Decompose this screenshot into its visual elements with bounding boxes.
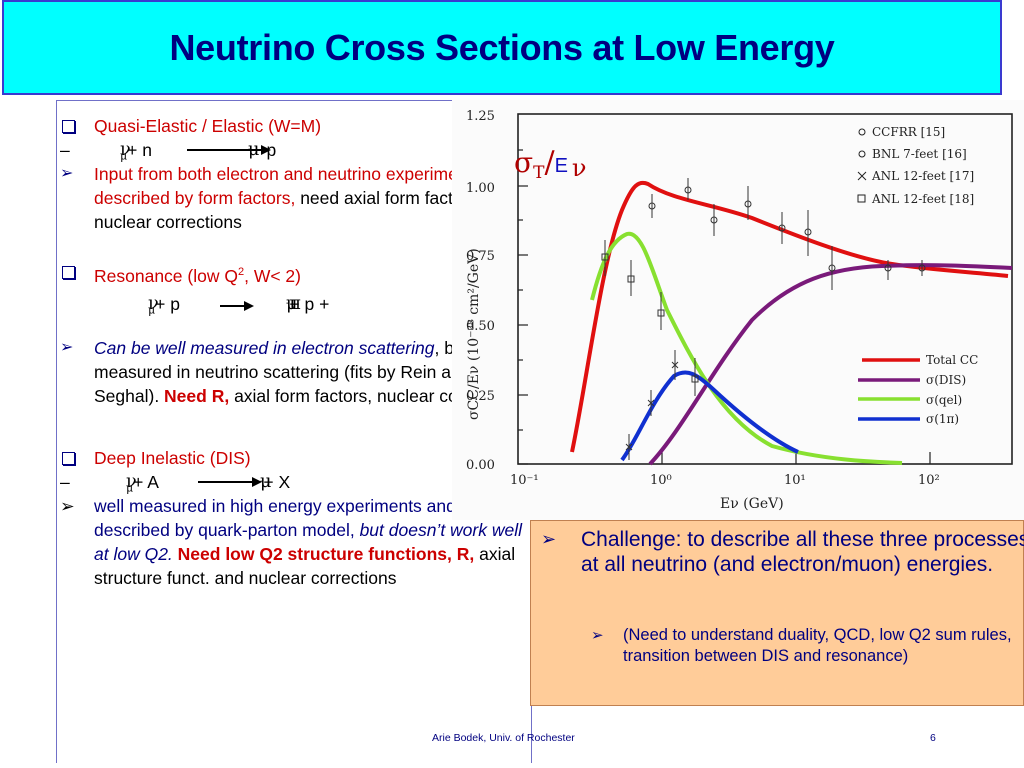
title-box: Neutrino Cross Sections at Low Energy: [2, 0, 1002, 95]
square-bullet-icon: [60, 446, 90, 471]
curve-legend-entry: σ(1π): [926, 412, 959, 426]
y-tick-label: 0.75: [466, 249, 495, 264]
reaction-arrow-icon: [220, 300, 254, 311]
dis-text-row: ➢ well measured in high energy experimen…: [60, 495, 523, 588]
qe-text-red: Input from both electron and neutrino ex…: [94, 164, 516, 208]
x-tick-label: 10¹: [784, 473, 806, 488]
y-tick-label: 1.00: [466, 181, 495, 196]
challenge-sub: ➢ (Need to understand duality, QCD, low …: [591, 625, 1024, 667]
arrow-bullet-icon: ➢: [60, 338, 74, 356]
x-tick-label: 10²: [918, 473, 940, 488]
curve-legend-entry: σ(qel): [926, 393, 962, 407]
x-axis-label: Eν (GeV): [720, 496, 784, 512]
square-bullet-icon: [60, 114, 90, 139]
x-tick-label: 10⁻¹: [510, 473, 539, 488]
challenge-sub-text: (Need to understand duality, QCD, low Q2…: [623, 626, 1012, 665]
legend-entry: CCFRR [15]: [872, 125, 945, 139]
curve-legend-entry: σ(DIS): [926, 373, 966, 387]
curve-legend-entry: Total CC: [926, 353, 978, 367]
dash: –: [60, 140, 70, 160]
legend-entry: ANL 12-feet [18]: [871, 192, 974, 206]
mu-symbol: μ- + p + π: [286, 293, 330, 314]
arrow-bullet-icon: ➢: [591, 627, 604, 644]
qe-heading-row: Quasi-Elastic / Elastic (W=M): [60, 114, 530, 138]
qe-text-row: ➢ Input from both electron and neutrino …: [60, 162, 530, 234]
y-axis-label: σCC/Eν (10⁻³⁸ cm²/GeV): [466, 248, 482, 420]
arrow-bullet-icon: ➢: [60, 165, 74, 182]
plot-title-sigma: σT/E ν: [514, 145, 587, 183]
legend-entry: ANL 12-feet [17]: [871, 169, 974, 183]
reaction-arrow-icon: [187, 145, 271, 155]
mu-symbol: μ- + p: [248, 140, 277, 160]
y-tick-label: 0.50: [466, 319, 495, 334]
curve-dis: [648, 263, 1013, 466]
cross-section-plot: 0.00 0.25 0.50 0.75 1.00 1.25 10⁻¹ 10⁰ 1…: [452, 100, 1024, 520]
qe-heading: Quasi-Elastic / Elastic (W=M): [94, 116, 322, 136]
arrow-bullet-icon: ➢: [541, 529, 557, 549]
arrow-bullet-icon: ➢: [60, 495, 75, 516]
data-points: [601, 178, 926, 460]
challenge-main-text: Challenge: to describe all these three p…: [581, 528, 1024, 576]
dash: –: [60, 471, 70, 492]
dis-heading: Deep Inelastic (DIS): [94, 447, 251, 468]
reaction-arrow-icon: [198, 476, 262, 487]
y-tick-label: 1.25: [466, 109, 495, 124]
curve-onepi: [620, 370, 799, 462]
dis-heading-row: Deep Inelastic (DIS): [60, 446, 530, 470]
mu-symbol: μ- + X: [260, 471, 291, 492]
challenge-box: ➢ Challenge: to describe all these three…: [530, 520, 1024, 706]
res-heading-row: Resonance (low Q2, W< 2): [60, 260, 530, 288]
legend-entry: BNL 7-feet [16]: [872, 147, 967, 161]
y-tick-label: 0.25: [466, 389, 495, 404]
slide-title: Neutrino Cross Sections at Low Energy: [169, 26, 835, 68]
res-heading: Resonance (low Q2, W< 2): [94, 265, 301, 286]
qe-text-black: need axial form factor and nuclear corre…: [94, 188, 503, 232]
y-tick-label: 0.00: [466, 458, 495, 473]
footer-author: Arie Bodek, Univ. of Rochester: [432, 732, 575, 744]
square-bullet-icon: [60, 260, 90, 285]
x-tick-label: 10⁰: [650, 473, 672, 488]
curve-qel: [590, 231, 903, 465]
challenge-main: ➢ Challenge: to describe all these three…: [541, 527, 1024, 577]
plot-svg: 0.00 0.25 0.50 0.75 1.00 1.25 10⁻¹ 10⁰ 1…: [466, 109, 1013, 512]
page-number: 6: [930, 732, 936, 744]
